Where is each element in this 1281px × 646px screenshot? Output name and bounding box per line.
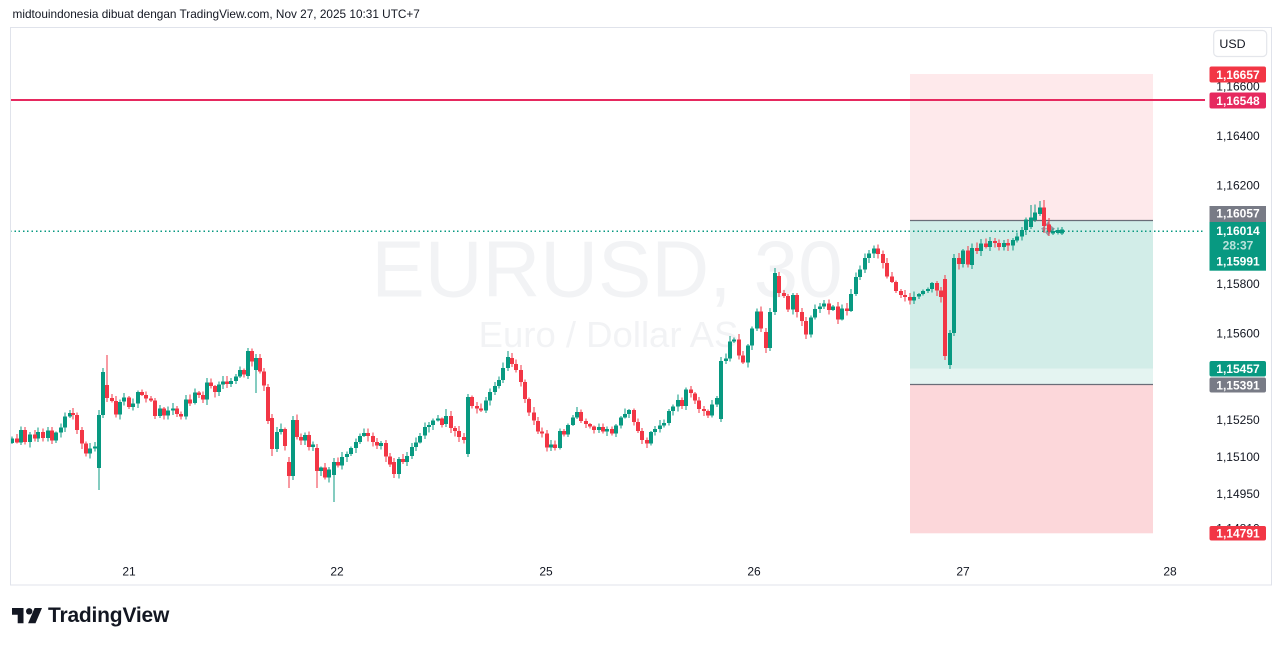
svg-text:1,16657: 1,16657: [1216, 68, 1260, 82]
svg-text:EURUSD, 30: EURUSD, 30: [371, 225, 842, 314]
svg-text:28: 28: [1163, 564, 1177, 578]
svg-text:1,15250: 1,15250: [1216, 413, 1260, 427]
svg-text:Euro / Dollar AS: Euro / Dollar AS: [479, 314, 739, 355]
svg-text:28:37: 28:37: [1223, 239, 1254, 253]
svg-text:1,16400: 1,16400: [1216, 129, 1260, 143]
svg-text:26: 26: [747, 564, 761, 578]
svg-text:1,16014: 1,16014: [1216, 224, 1260, 238]
svg-text:1,15391: 1,15391: [1216, 379, 1260, 393]
svg-text:1,14950: 1,14950: [1216, 487, 1260, 501]
svg-text:21: 21: [122, 564, 136, 578]
svg-text:22: 22: [330, 564, 344, 578]
svg-text:1,14791: 1,14791: [1216, 527, 1260, 541]
svg-text:USD: USD: [1219, 37, 1245, 51]
svg-text:25: 25: [539, 564, 553, 578]
svg-text:1,16600: 1,16600: [1216, 79, 1260, 93]
svg-text:1,15991: 1,15991: [1216, 255, 1260, 269]
svg-text:27: 27: [956, 564, 970, 578]
svg-text:1,15800: 1,15800: [1216, 277, 1260, 291]
svg-text:1,15100: 1,15100: [1216, 450, 1260, 464]
svg-text:1,15600: 1,15600: [1216, 326, 1260, 340]
svg-text:1,16057: 1,16057: [1216, 207, 1260, 221]
svg-text:1,16200: 1,16200: [1216, 178, 1260, 192]
svg-text:1,15457: 1,15457: [1216, 362, 1260, 376]
svg-text:1,16548: 1,16548: [1216, 94, 1260, 108]
